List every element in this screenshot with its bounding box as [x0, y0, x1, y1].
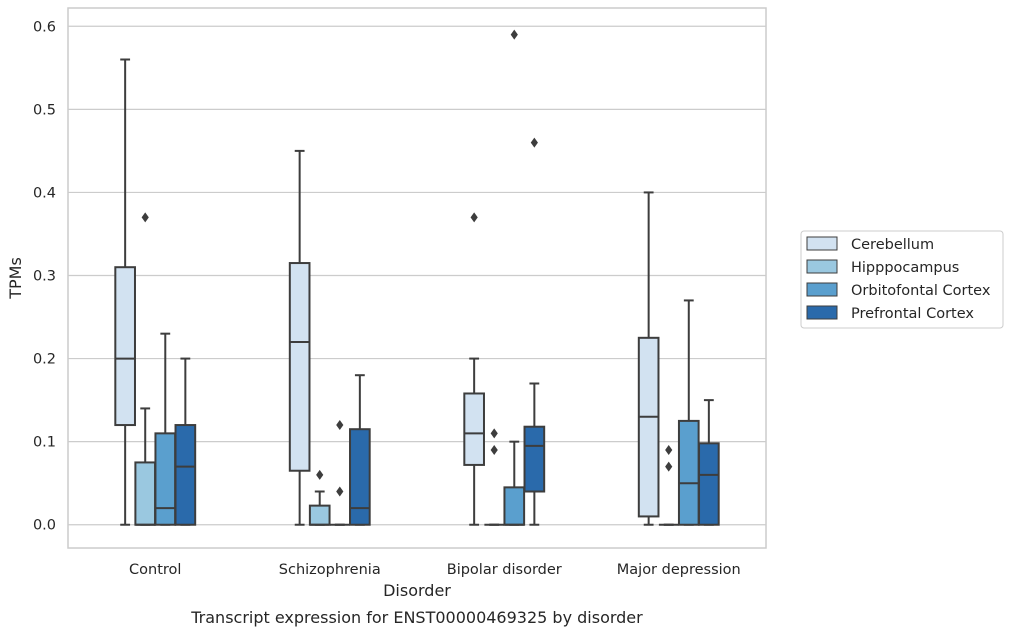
outlier-point [510, 29, 518, 40]
box-prefrontal-cortex [523, 137, 546, 526]
box-body [523, 425, 546, 493]
box-prefrontal-cortex [174, 357, 197, 526]
legend-items: Cerebellum Hipppocampus Orbitofontal Corte… [806, 236, 991, 322]
x-tick-label: Control [129, 562, 181, 578]
box-body [698, 442, 720, 526]
box-body [308, 504, 331, 526]
box-hipppocampus [134, 212, 157, 526]
x-axis-title: Disorder [383, 581, 451, 600]
box-cerebellum [114, 58, 136, 526]
outlier-point [530, 137, 538, 148]
y-tick-label: 0.0 [33, 518, 56, 534]
y-tick-label: 0.6 [33, 19, 56, 35]
box-prefrontal-cortex [698, 399, 720, 526]
boxes-layer [114, 29, 720, 526]
box-body [174, 424, 197, 526]
legend-swatch [806, 236, 838, 251]
y-tick-labels: 0.0 0.1 0.2 0.3 0.4 0.5 0.6 [33, 19, 56, 533]
box-prefrontal-cortex [349, 374, 371, 526]
y-tick-label: 0.3 [33, 269, 56, 285]
box-body [134, 461, 157, 526]
outlier-point [490, 444, 498, 455]
outlier-point [336, 420, 344, 431]
x-tick-labels: Control Schizophrenia Bipolar disorder Majo… [129, 562, 741, 578]
y-axis-title: TPMs [6, 257, 25, 300]
box-cerebellum [463, 212, 485, 526]
box-body [114, 266, 136, 427]
outlier-point [336, 486, 344, 497]
legend-swatch [806, 259, 838, 274]
legend-label: Prefrontal Cortex [851, 306, 974, 322]
outlier-point [665, 461, 673, 472]
legend-frame [800, 230, 1004, 329]
box-cerebellum [637, 191, 660, 526]
outlier-point [490, 428, 498, 439]
box-body [503, 486, 526, 526]
x-tick-label: Bipolar disorder [447, 562, 562, 578]
outlier-point [470, 212, 478, 223]
box-body [288, 262, 311, 472]
legend-swatch [806, 282, 838, 297]
box-body [637, 336, 660, 518]
x-tick-label: Major depression [617, 562, 741, 578]
box-hipppocampus [308, 469, 331, 526]
box-orbitofontal-cortex [154, 332, 177, 526]
y-tick-label: 0.1 [33, 435, 56, 451]
box-hipppocampus [484, 428, 505, 526]
box-hipppocampus [658, 444, 679, 526]
legend: Cerebellum Hipppocampus Orbitofontal Corte… [800, 230, 1004, 329]
y-tick-label: 0.5 [33, 102, 56, 118]
box-cerebellum [288, 149, 311, 526]
legend-label: Hipppocampus [851, 260, 959, 276]
legend-swatch [806, 305, 838, 320]
legend-label: Cerebellum [851, 237, 934, 253]
box-orbitofontal-cortex [329, 420, 350, 526]
y-tick-label: 0.4 [33, 185, 56, 201]
box-body [349, 428, 371, 526]
outlier-point [141, 212, 149, 223]
x-tick-label: Schizophrenia [279, 562, 381, 578]
legend-label: Orbitofontal Cortex [851, 283, 991, 299]
outlier-point [316, 469, 324, 480]
box-orbitofontal-cortex [677, 299, 700, 526]
box-orbitofontal-cortex [503, 29, 526, 526]
y-tick-label: 0.2 [33, 352, 56, 368]
box-body [677, 419, 700, 526]
plot-frame [67, 7, 767, 549]
box-body [154, 432, 177, 526]
figure-caption: Transcript expression for ENST0000046932… [190, 608, 643, 627]
box-body [463, 392, 485, 466]
outlier-point [665, 444, 673, 455]
